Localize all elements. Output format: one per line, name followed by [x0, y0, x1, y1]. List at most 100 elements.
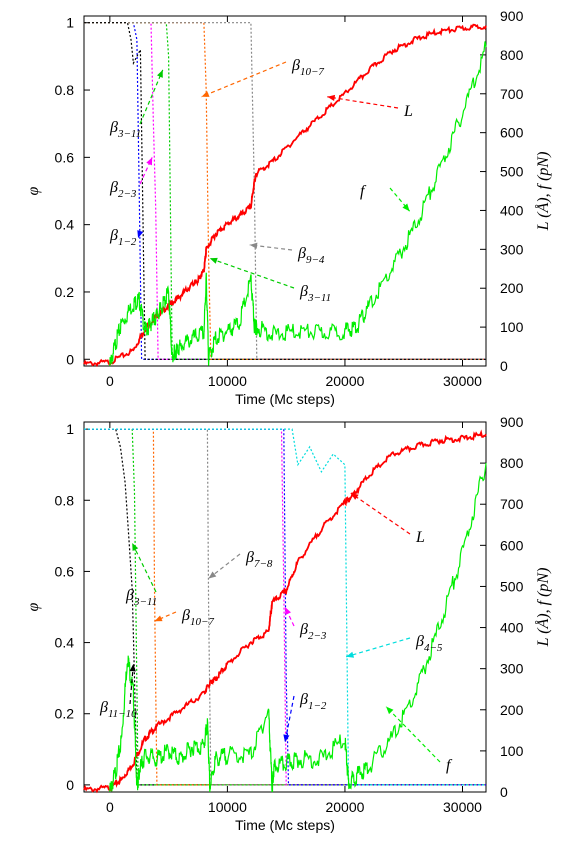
annotation-arrow	[327, 96, 399, 109]
annotation-arrowhead	[209, 257, 218, 264]
top-panel: 0 10000 20000 30000 0 0.2 0.4 0.6 0.8 1 0 100 200 300…	[25, 8, 552, 407]
y-right-tick-label: 100	[500, 743, 524, 759]
x-tick-label: 30000	[443, 799, 482, 815]
annotation-arrowhead	[283, 734, 290, 743]
annotation-label: β10−7	[291, 57, 324, 78]
y-right-tick-label: 200	[500, 702, 524, 718]
y-right-tick-label: 0	[500, 358, 508, 374]
y-left-tick-label: 0.8	[55, 82, 75, 98]
annotation-arrowhead	[208, 571, 217, 579]
annotation-label: β4−5	[415, 633, 443, 654]
annotation-arrowhead	[285, 607, 291, 615]
annotation-label: β3−11	[125, 587, 157, 608]
annotation-label: β3−11	[299, 283, 331, 304]
y-right-tick-label: 600	[500, 537, 524, 553]
annotation-arrow	[284, 695, 295, 743]
annotation-label: β11−10	[99, 699, 137, 720]
y-left-tick-label: 0.4	[55, 635, 75, 651]
y-right-tick-label: 200	[500, 280, 524, 296]
series-f	[109, 463, 487, 793]
y-left-tick-label: 0	[66, 777, 74, 793]
x-tick-label: 10000	[208, 799, 247, 815]
annotation-arrowhead	[386, 706, 394, 715]
y-left-tick-label: 0.6	[55, 563, 75, 579]
y-left-axis-title: φ	[25, 186, 42, 195]
y-left-tick-label: 0	[66, 351, 74, 367]
y-left-tick-label: 0.6	[55, 149, 75, 165]
annotation-label: β9−4	[297, 245, 325, 266]
annotation-label: L	[403, 103, 413, 120]
annotation-label: β2−3	[299, 621, 327, 642]
annotation-label: β3−11	[109, 119, 141, 140]
y-left-axis-title: φ	[25, 602, 42, 611]
phi-curve-β11-10	[84, 22, 486, 360]
y-left-tick-label: 1	[66, 421, 74, 437]
annotation-arrowhead	[201, 91, 210, 97]
x-tick-label: 20000	[325, 373, 364, 389]
y-right-tick-label: 300	[500, 241, 524, 257]
annotation-arrowhead	[346, 651, 355, 658]
annotation-arrow	[389, 187, 411, 212]
y-right-tick-label: 300	[500, 661, 524, 677]
y-right-tick-label: 900	[500, 8, 524, 24]
y-right-tick-label: 100	[500, 319, 524, 335]
y-right-axis-title: L (Å), f (pN)	[534, 152, 552, 232]
annotation-arrow	[345, 637, 411, 658]
y-right-tick-label: 800	[500, 455, 524, 471]
annotation-label: β10−7	[181, 607, 214, 628]
series-L	[83, 429, 487, 794]
annotation-arrow	[385, 706, 441, 763]
annotation-arrowhead	[146, 157, 153, 166]
annotation-label: f	[446, 757, 453, 774]
y-right-tick-label: 800	[500, 47, 524, 63]
annotation-arrowhead	[402, 203, 410, 212]
y-right-tick-label: 900	[500, 414, 524, 430]
y-right-tick-label: 400	[500, 620, 524, 636]
annotation-arrow	[350, 492, 411, 535]
annotation-arrow	[154, 611, 177, 622]
y-left-tick-label: 0.4	[55, 217, 75, 233]
annotation-arrow	[209, 257, 295, 289]
x-axis-title: Time (Mc steps)	[235, 391, 335, 407]
phi-curve-β1-2	[84, 22, 486, 360]
annotation-arrowhead	[249, 242, 258, 249]
x-tick-label: 20000	[325, 799, 364, 815]
y-left-tick-label: 1	[66, 15, 74, 31]
annotation-label: L	[415, 529, 425, 546]
phi-curve-β3-11	[84, 22, 486, 360]
annotation-arrowhead	[132, 542, 139, 551]
x-tick-label: 30000	[443, 373, 482, 389]
phi-curve-β4-5	[84, 428, 486, 786]
x-tick-label: 10000	[208, 373, 247, 389]
annotation-arrowhead	[350, 493, 359, 500]
annotation-arrow	[201, 61, 287, 98]
phi-curve-β7-8	[84, 428, 486, 786]
y-right-tick-label: 400	[500, 202, 524, 218]
annotation-label: β1−2	[299, 691, 327, 712]
annotation-label: f	[360, 183, 367, 200]
y-left-tick-label: 0.2	[55, 284, 75, 300]
x-axis-title: Time (Mc steps)	[235, 817, 335, 833]
y-right-tick-label: 0	[500, 784, 508, 800]
y-left-tick-label: 0.2	[55, 706, 75, 722]
series-f	[109, 41, 487, 367]
y-left-tick-label: 0.8	[55, 492, 75, 508]
annotation-label: β1−2	[109, 227, 137, 248]
annotation-arrowhead	[137, 230, 144, 239]
plot-frame	[83, 15, 487, 367]
y-right-tick-label: 600	[500, 125, 524, 141]
annotation-label: β7−8	[245, 549, 273, 570]
y-right-tick-label: 700	[500, 86, 524, 102]
phi-curve-β9-4	[84, 22, 486, 360]
annotation-arrowhead	[327, 94, 336, 102]
series-L	[83, 23, 487, 368]
plot-frame	[83, 421, 487, 793]
y-right-tick-label: 700	[500, 496, 524, 512]
x-tick-label: 0	[106, 373, 114, 389]
phi-curve-β10-7	[84, 22, 486, 360]
annotation-arrow	[131, 542, 157, 593]
y-right-tick-label: 500	[500, 578, 524, 594]
phi-curve-β2-3	[84, 22, 486, 360]
x-tick-label: 0	[106, 799, 114, 815]
